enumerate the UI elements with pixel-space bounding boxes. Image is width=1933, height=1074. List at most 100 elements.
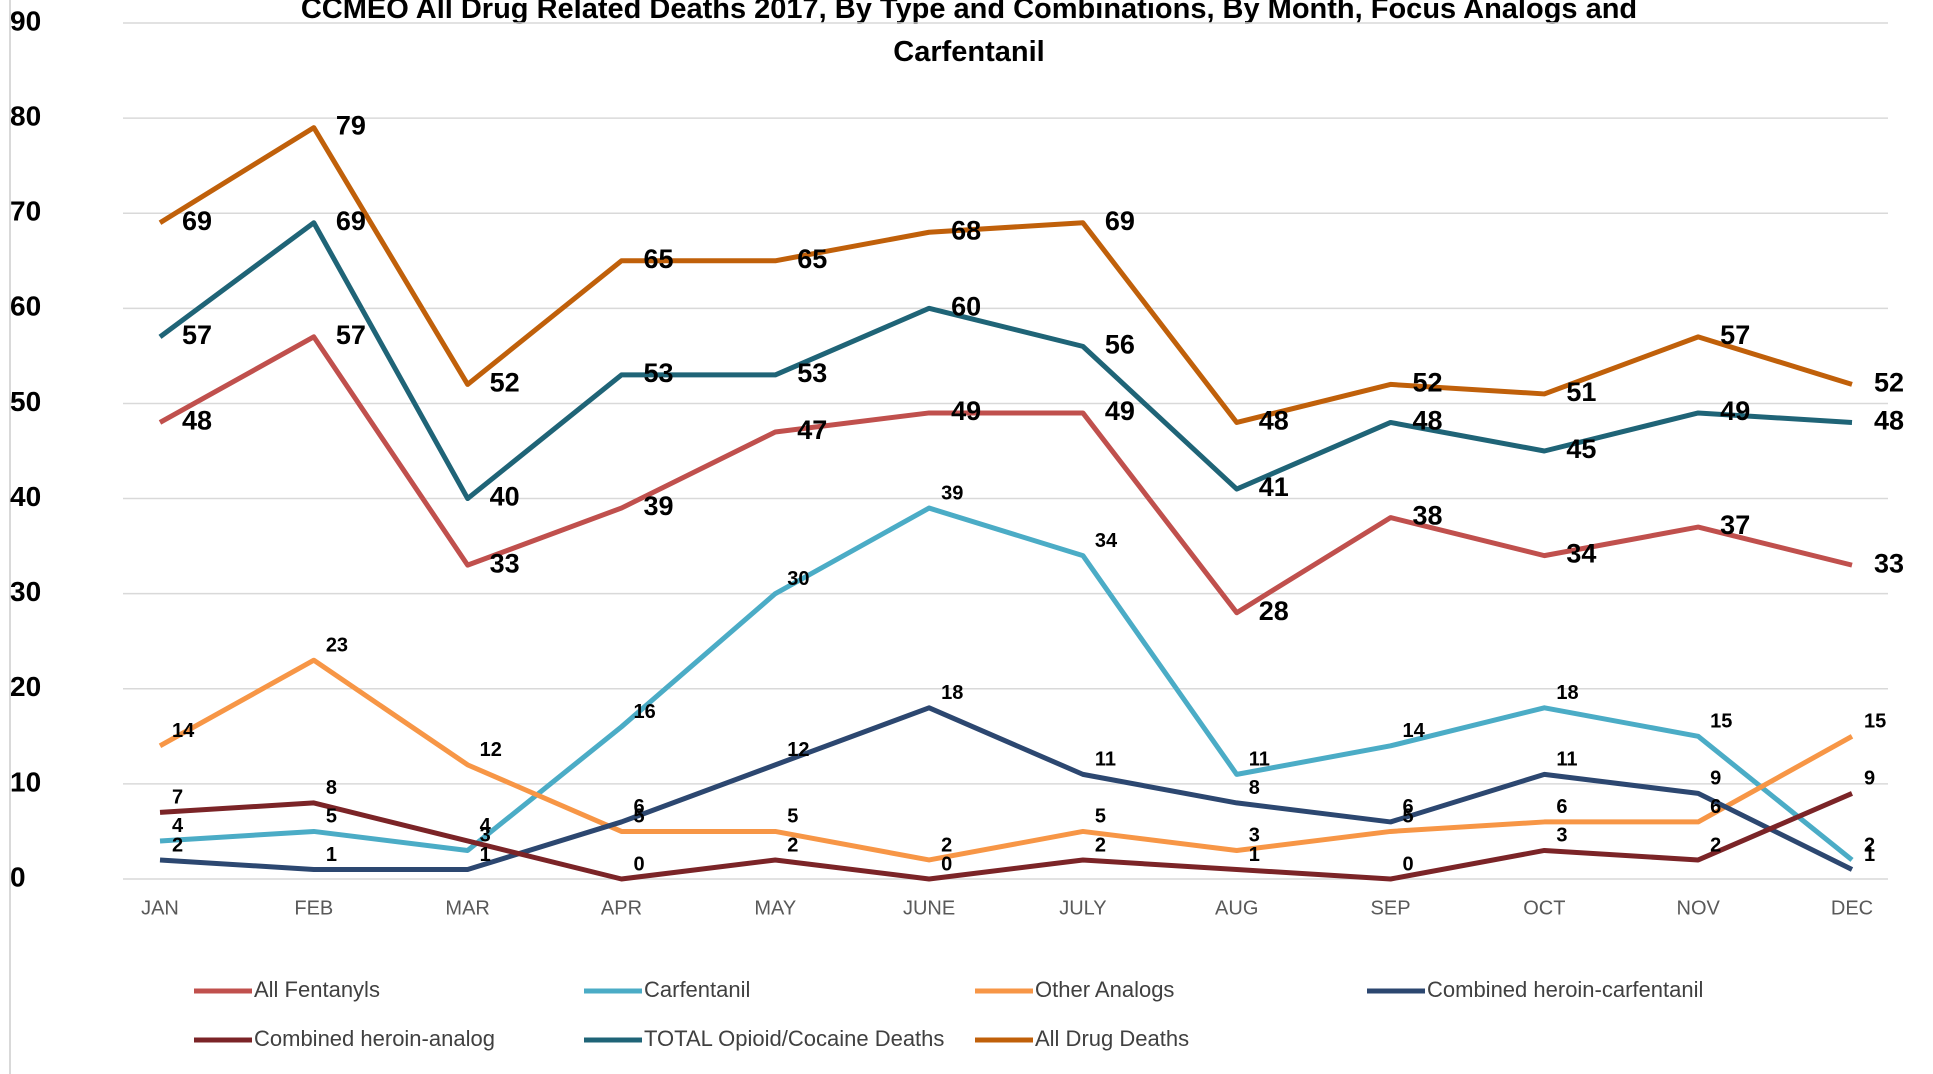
data-label: 39 (941, 482, 963, 504)
x-tick-label: MAY (754, 897, 796, 919)
data-label: 1 (1249, 844, 1260, 866)
data-label: 33 (490, 548, 520, 578)
data-label: 37 (1720, 510, 1750, 540)
data-label: 48 (182, 406, 212, 436)
x-tick-label: FEB (294, 897, 333, 919)
data-label: 40 (490, 482, 520, 512)
data-label: 12 (787, 739, 809, 761)
series-line (159, 791, 1853, 882)
y-tick-label: 10 (10, 766, 41, 797)
data-label: 8 (326, 777, 337, 799)
legend-label: All Fentanyls (254, 977, 380, 1002)
y-tick-label: 50 (10, 386, 41, 417)
data-label: 6 (1403, 796, 1414, 818)
data-label: 0 (633, 853, 644, 875)
x-tick-label: NOV (1677, 897, 1721, 919)
series-line (159, 505, 1854, 862)
data-label: 11 (1556, 749, 1577, 771)
data-label: 57 (1720, 320, 1750, 350)
data-label: 39 (643, 491, 673, 521)
data-label: 0 (1403, 853, 1414, 875)
y-tick-label: 80 (10, 101, 41, 132)
data-label: 65 (797, 244, 827, 274)
data-label: 3 (1249, 825, 1260, 847)
data-label: 2 (1095, 834, 1106, 856)
data-label: 2 (941, 834, 952, 856)
data-label: 18 (941, 682, 963, 704)
data-label: 68 (951, 215, 981, 245)
data-label: 56 (1105, 330, 1135, 360)
series-line (158, 657, 1854, 863)
chart-title: CCMEO All Drug Related Deaths 2017, By T… (301, 0, 1637, 68)
data-label: 14 (172, 720, 195, 742)
data-label: 48 (1413, 406, 1443, 436)
data-label: 48 (1874, 406, 1904, 436)
data-label: 1 (480, 844, 491, 866)
data-label: 79 (336, 111, 366, 141)
data-label: 5 (1403, 806, 1414, 828)
data-label: 3 (1556, 825, 1567, 847)
data-label: 4 (480, 815, 492, 837)
y-tick-label: 20 (10, 671, 41, 702)
data-label: 2 (787, 834, 798, 856)
data-label: 5 (326, 806, 337, 828)
data-label: 6 (1556, 796, 1567, 818)
data-label: 51 (1566, 377, 1596, 407)
data-label: 8 (1249, 777, 1260, 799)
data-label: 41 (1259, 472, 1289, 502)
data-label: 52 (1413, 368, 1443, 398)
data-label: 69 (1105, 206, 1135, 236)
data-label: 2 (1710, 834, 1721, 856)
data-label: 33 (1874, 548, 1904, 578)
y-tick-label: 60 (10, 291, 41, 322)
data-label: 52 (490, 368, 520, 398)
x-tick-label: DEC (1831, 897, 1873, 919)
series-line (159, 705, 1854, 872)
x-tick-label: JAN (141, 897, 179, 919)
legend-label: Combined heroin-carfentanil (1427, 977, 1703, 1002)
data-label: 53 (643, 358, 673, 388)
series-line (158, 125, 1853, 425)
data-label: 52 (1874, 368, 1904, 398)
x-tick-label: JULY (1059, 897, 1106, 919)
data-label: 65 (643, 244, 673, 274)
data-label: 3 (480, 825, 491, 847)
y-tick-label: 40 (10, 481, 41, 512)
x-tick-label: APR (601, 897, 642, 919)
legend-label: Other Analogs (1035, 977, 1174, 1002)
x-tick-label: JUNE (903, 897, 955, 919)
data-label: 57 (182, 320, 212, 350)
data-label: 48 (1259, 406, 1289, 436)
data-label: 2 (172, 834, 183, 856)
data-label: 15 (1864, 711, 1886, 733)
data-label: 30 (787, 568, 809, 590)
x-tick-label: OCT (1523, 897, 1565, 919)
data-label: 1 (326, 844, 337, 866)
data-label: 23 (326, 635, 348, 657)
y-tick-label: 0 (10, 861, 26, 892)
y-tick-label: 90 (10, 5, 41, 36)
data-label: 53 (797, 358, 827, 388)
data-label: 2 (1864, 834, 1875, 856)
x-tick-label: SEP (1371, 897, 1411, 919)
legend-label: TOTAL Opioid/Cocaine Deaths (644, 1026, 944, 1051)
data-label: 12 (480, 739, 502, 761)
x-tick-label: MAR (445, 897, 489, 919)
data-label: 5 (1095, 806, 1106, 828)
y-tick-label: 30 (10, 576, 41, 607)
data-label: 57 (336, 320, 366, 350)
data-label: 0 (941, 853, 952, 875)
data-label: 28 (1259, 596, 1289, 626)
legend-label: All Drug Deaths (1035, 1026, 1189, 1051)
data-label: 15 (1710, 711, 1732, 733)
y-tick-label: 70 (10, 196, 41, 227)
data-label: 49 (951, 396, 981, 426)
data-label: 69 (182, 206, 212, 236)
data-label: 6 (633, 796, 644, 818)
data-label: 1 (1864, 844, 1875, 866)
data-label: 4 (172, 815, 184, 837)
data-label: 49 (1720, 396, 1750, 426)
data-label: 6 (1710, 796, 1721, 818)
